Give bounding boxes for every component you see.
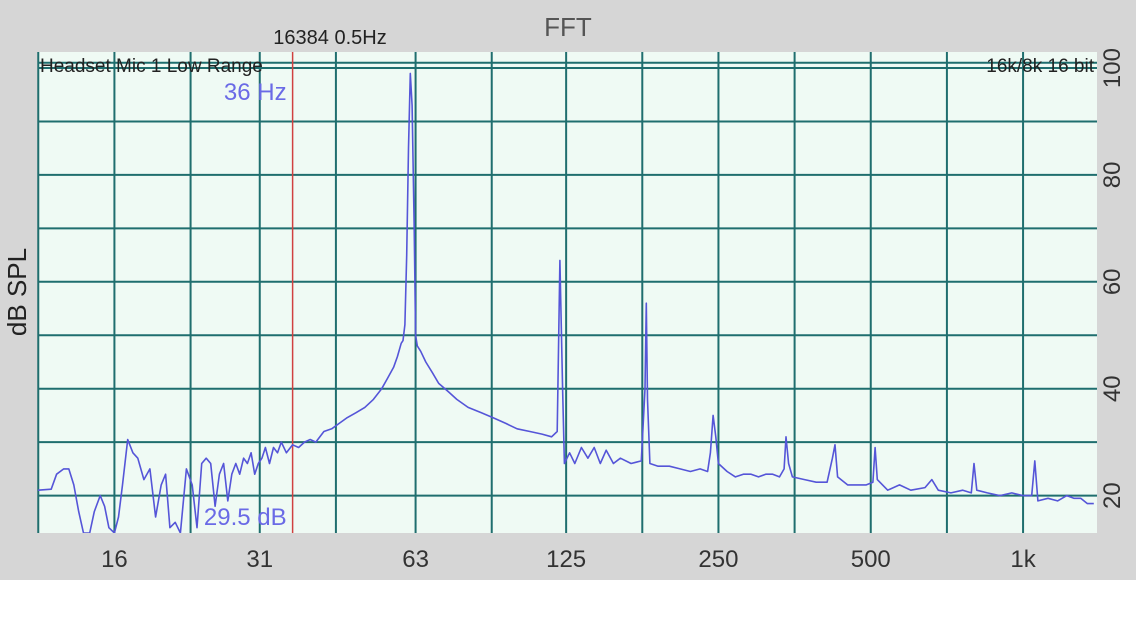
cursor-level-readout: 29.5 dB — [204, 504, 287, 531]
x-tick-label: 16 — [101, 546, 128, 573]
y-tick-label: 40 — [1099, 375, 1126, 402]
cursor-frequency-readout: 36 Hz — [224, 79, 287, 106]
spectrum-series-line — [38, 72, 1094, 533]
plot-area — [38, 52, 1097, 533]
input-source-label: Headset Mic 1 Low Range — [40, 56, 263, 77]
y-tick-label: 100 — [1099, 48, 1126, 88]
x-tick-label: 63 — [402, 546, 429, 573]
x-tick-label: 1k — [1010, 546, 1036, 573]
y-tick-label: 80 — [1099, 162, 1126, 189]
chart-title: FFT — [544, 12, 592, 42]
y-tick-label: 60 — [1099, 268, 1126, 295]
y-tick-label: 20 — [1099, 482, 1126, 509]
x-tick-label: 31 — [246, 546, 273, 573]
fft-info-label: 16384 0.5Hz — [273, 27, 386, 49]
format-label: 16k/8k 16 bit — [986, 56, 1094, 77]
y-axis-label: dB SPL — [2, 248, 32, 336]
x-tick-label: 125 — [546, 546, 586, 573]
x-tick-label: 250 — [698, 546, 738, 573]
x-tick-label: 500 — [851, 546, 891, 573]
